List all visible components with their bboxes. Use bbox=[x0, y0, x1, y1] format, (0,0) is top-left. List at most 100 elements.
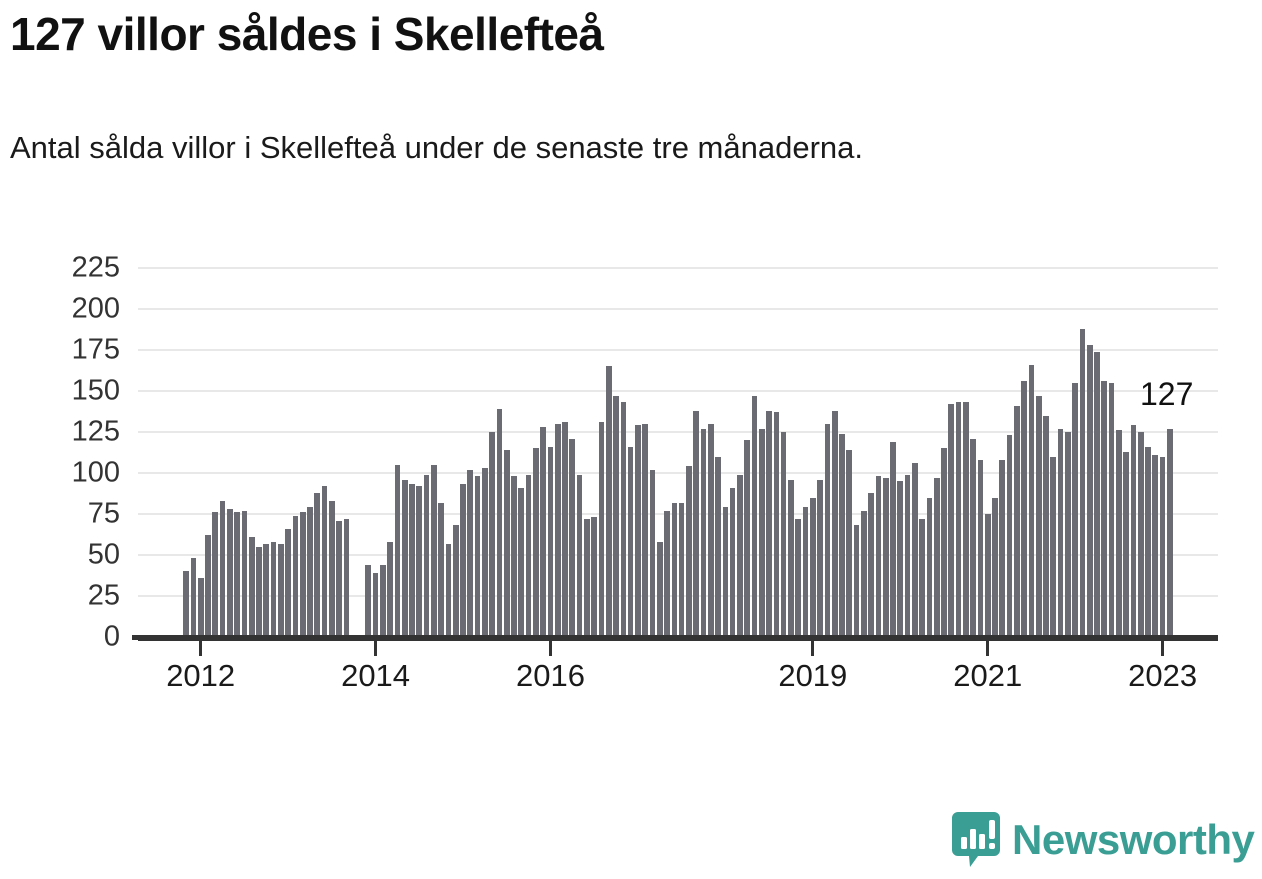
bar bbox=[197, 577, 204, 637]
bar bbox=[941, 448, 947, 637]
logo-wordmark: Newsworthy bbox=[1012, 816, 1255, 863]
gridline bbox=[138, 595, 1218, 597]
bar bbox=[474, 476, 481, 637]
bar bbox=[722, 507, 729, 637]
y-tick-label: 225 bbox=[71, 251, 120, 284]
bar bbox=[256, 546, 262, 637]
bar bbox=[525, 474, 532, 637]
bar bbox=[955, 402, 962, 637]
bar bbox=[489, 432, 495, 637]
bar bbox=[343, 518, 350, 637]
bar bbox=[591, 517, 598, 637]
bar bbox=[511, 476, 517, 637]
bar bbox=[853, 525, 860, 637]
bar bbox=[387, 541, 393, 637]
bar bbox=[912, 463, 918, 637]
bar bbox=[890, 441, 896, 637]
bar bbox=[758, 428, 765, 637]
bar bbox=[1065, 432, 1071, 637]
bar bbox=[788, 479, 794, 637]
bar bbox=[613, 395, 619, 637]
bar bbox=[423, 474, 430, 637]
bar bbox=[824, 423, 831, 637]
bar bbox=[649, 469, 656, 637]
bar bbox=[977, 459, 984, 637]
bar bbox=[598, 422, 605, 637]
bar bbox=[292, 515, 299, 637]
bar bbox=[642, 423, 649, 637]
bar bbox=[467, 469, 474, 637]
bar bbox=[773, 412, 780, 637]
gridline bbox=[138, 472, 1218, 474]
y-tick-label: 25 bbox=[87, 579, 120, 612]
gridline bbox=[138, 390, 1218, 392]
bar bbox=[817, 479, 823, 637]
bar bbox=[248, 536, 255, 637]
bar bbox=[846, 450, 853, 637]
bar bbox=[999, 459, 1006, 637]
bar bbox=[431, 464, 437, 637]
x-tick-label: 2016 bbox=[515, 658, 585, 693]
bar bbox=[926, 497, 933, 637]
bar bbox=[496, 409, 503, 637]
gridline bbox=[138, 431, 1218, 433]
x-tick-label: 2014 bbox=[341, 658, 411, 693]
bar bbox=[554, 423, 561, 637]
bar bbox=[897, 481, 904, 637]
bar bbox=[656, 541, 663, 637]
y-axis: 0 25 50 75 100 125 150 175 200 225 bbox=[20, 0, 120, 879]
bar bbox=[963, 402, 969, 637]
bar bbox=[445, 543, 452, 637]
bar bbox=[693, 410, 700, 637]
bar bbox=[1014, 405, 1020, 637]
bar bbox=[729, 487, 736, 637]
bar bbox=[751, 395, 758, 637]
bar bbox=[620, 402, 627, 637]
bar bbox=[226, 509, 233, 637]
y-tick-label: 50 bbox=[87, 538, 120, 571]
bar bbox=[234, 512, 240, 637]
bar bbox=[1116, 430, 1122, 637]
bar bbox=[882, 477, 889, 637]
bar bbox=[744, 440, 751, 637]
newsworthy-bars-speech-bubble-icon bbox=[952, 812, 1000, 867]
gridline bbox=[138, 308, 1218, 310]
bar bbox=[277, 543, 284, 637]
bar bbox=[394, 464, 401, 637]
bar bbox=[1108, 382, 1115, 637]
x-tick-label: 2021 bbox=[953, 658, 1023, 693]
y-tick-label: 100 bbox=[71, 456, 120, 489]
y-tick-label: 175 bbox=[71, 333, 120, 366]
bar bbox=[766, 410, 772, 637]
bar bbox=[270, 541, 277, 637]
bar bbox=[1094, 351, 1100, 637]
bar bbox=[547, 446, 554, 637]
bar bbox=[401, 479, 408, 637]
bar bbox=[314, 492, 321, 637]
y-tick-label: 200 bbox=[71, 292, 120, 325]
bar bbox=[241, 510, 248, 637]
x-tick bbox=[199, 640, 203, 656]
y-tick-label: 125 bbox=[71, 415, 120, 448]
bar-series bbox=[138, 268, 1218, 637]
bar bbox=[212, 512, 219, 637]
bar bbox=[1043, 415, 1049, 637]
x-tick-label: 2023 bbox=[1128, 658, 1198, 693]
gridline bbox=[138, 267, 1218, 269]
bar bbox=[183, 571, 189, 637]
bar bbox=[627, 446, 634, 637]
bar bbox=[664, 510, 670, 637]
bar bbox=[1028, 364, 1035, 637]
gridline bbox=[138, 554, 1218, 556]
bar bbox=[1137, 432, 1144, 637]
bar bbox=[540, 427, 546, 637]
bar bbox=[1123, 451, 1129, 637]
bar bbox=[860, 510, 867, 637]
bar bbox=[780, 432, 787, 637]
y-tick-label: 75 bbox=[87, 497, 120, 530]
bar bbox=[1021, 381, 1027, 637]
bar bbox=[678, 502, 685, 637]
bar bbox=[839, 433, 845, 637]
bar bbox=[482, 468, 488, 637]
bar bbox=[1145, 446, 1151, 637]
